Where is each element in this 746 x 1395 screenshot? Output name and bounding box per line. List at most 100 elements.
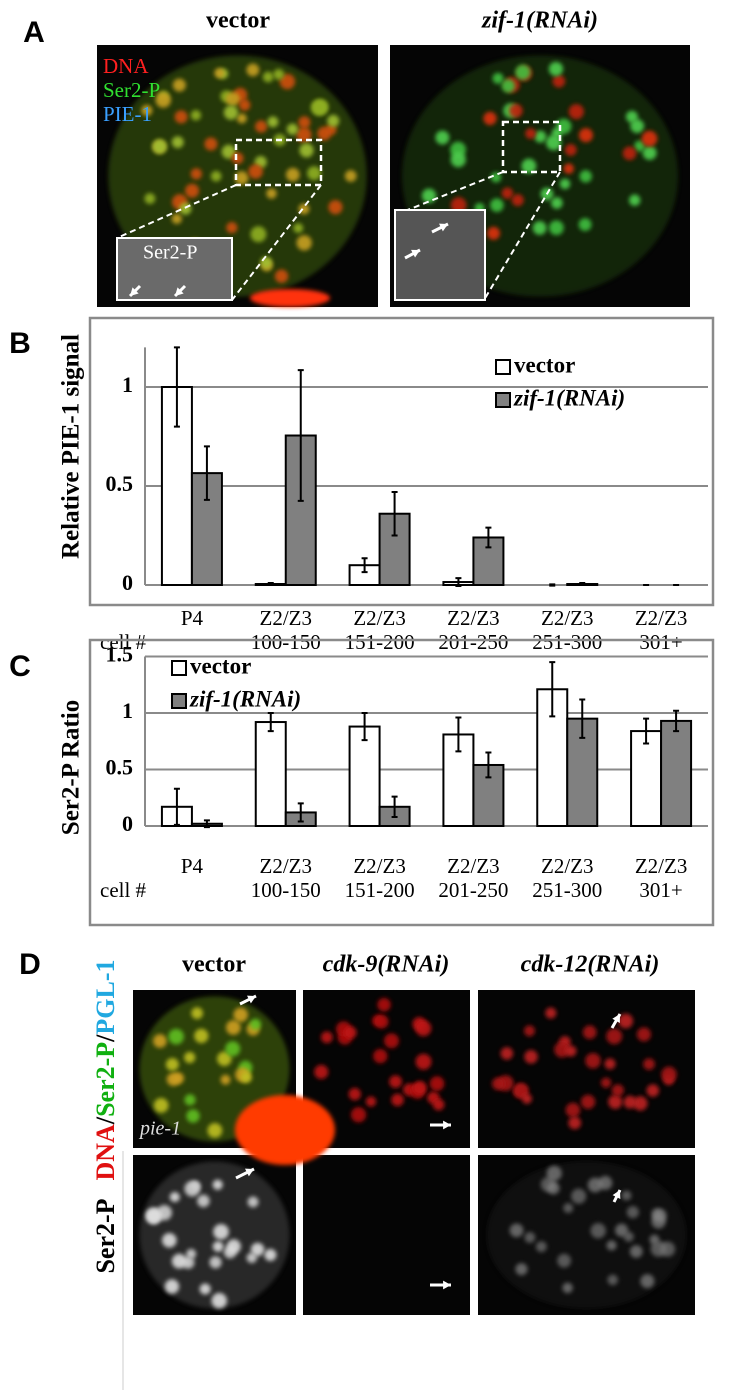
nucleus <box>225 1020 241 1035</box>
error-bar <box>485 751 492 779</box>
nucleus <box>450 152 466 168</box>
nucleus <box>285 167 300 182</box>
nucleus <box>525 128 536 139</box>
zoom-line <box>231 184 322 301</box>
nucleus <box>171 1253 187 1269</box>
nucleus <box>421 188 437 203</box>
nucleus <box>535 1241 547 1253</box>
nucleus <box>618 1013 634 1029</box>
x-tick-label: Z2/Z3 <box>447 854 500 878</box>
nucleus <box>554 1041 570 1058</box>
nucleus <box>391 1093 404 1107</box>
nucleus <box>432 1098 445 1111</box>
panel-label: C <box>9 650 31 683</box>
error-bar <box>173 787 180 826</box>
nucleus <box>509 1223 524 1238</box>
nucleus <box>164 1279 180 1294</box>
nucleus <box>590 1222 606 1239</box>
error-bar <box>297 802 304 823</box>
error-bar <box>485 526 492 549</box>
nucleus <box>165 1057 179 1071</box>
nucleus <box>492 72 504 84</box>
nucleus <box>220 1074 231 1085</box>
embryo <box>486 1161 687 1309</box>
nucleus <box>501 187 514 199</box>
channel-label: Ser2-P <box>103 78 160 102</box>
error-bar <box>579 698 586 739</box>
error-bar <box>361 557 368 574</box>
bar <box>630 730 663 828</box>
nucleus <box>578 218 592 232</box>
x-tick-label: 251-300 <box>532 630 602 654</box>
nucleus <box>611 1084 624 1097</box>
error-bar <box>455 716 462 753</box>
nucleus <box>179 202 192 215</box>
nucleus <box>621 1190 632 1201</box>
nucleus <box>563 1203 574 1214</box>
y-tick-label: 1 <box>122 698 133 723</box>
x-tick-label: Z2/Z3 <box>541 606 594 630</box>
nucleus <box>162 1233 177 1248</box>
error-bar <box>643 717 650 745</box>
nucleus <box>190 168 202 180</box>
arrow-head <box>443 1120 451 1130</box>
nucleus <box>384 1033 399 1049</box>
x-tick-label: 251-300 <box>532 878 602 902</box>
nucleus <box>548 220 564 236</box>
nucleus <box>350 1107 367 1123</box>
nucleus <box>144 193 156 204</box>
nucleus <box>246 63 260 77</box>
nucleus <box>501 79 516 93</box>
nucleus <box>557 1253 572 1268</box>
nucleus <box>532 221 547 235</box>
nucleus <box>415 1053 432 1070</box>
y-tick-label: 0 <box>122 811 133 836</box>
nucleus <box>571 1188 587 1204</box>
y-tick-label: 1.5 <box>106 642 134 667</box>
y-tick-label: 0.5 <box>106 471 134 496</box>
nucleus <box>171 213 182 225</box>
error-bar <box>361 712 368 742</box>
x-tick-label: 301+ <box>639 878 682 902</box>
error-bar <box>297 369 304 502</box>
legend-swatch <box>171 660 187 676</box>
nucleus <box>630 119 645 134</box>
nucleus <box>562 1282 573 1294</box>
nucleus <box>231 152 244 165</box>
nucleus <box>225 92 240 107</box>
nucleus <box>286 123 299 135</box>
nucleus <box>274 269 289 283</box>
nucleus <box>585 1053 601 1069</box>
nucleus <box>171 136 184 149</box>
nucleus <box>273 68 285 80</box>
nucleus <box>153 1034 167 1048</box>
nucleus <box>169 1191 180 1203</box>
roi <box>501 120 562 174</box>
nucleus <box>212 1179 223 1190</box>
nucleus <box>184 1180 201 1197</box>
x-tick-label: Z2/Z3 <box>353 854 406 878</box>
nucleus <box>221 144 236 159</box>
nucleus <box>262 71 274 83</box>
row-label-part: Ser2-P <box>91 1042 120 1117</box>
legend-swatch <box>171 693 187 709</box>
arrow-head <box>175 287 184 296</box>
nucleus <box>266 188 277 199</box>
x-tick-label: P4 <box>181 606 204 630</box>
nucleus <box>515 64 531 80</box>
nucleus <box>217 1051 232 1067</box>
nucleus <box>547 1181 560 1195</box>
x-axis-label: cell # <box>100 630 147 654</box>
nucleus <box>250 1242 265 1257</box>
nucleus <box>483 111 497 126</box>
x-tick-label: 201-250 <box>438 878 508 902</box>
micrograph <box>303 1155 470 1315</box>
heading: cdk-9(RNAi) <box>323 952 450 978</box>
nucleus <box>524 1050 538 1064</box>
nucleus <box>213 1223 229 1240</box>
legend-label: zif-1(RNAi) <box>513 385 625 410</box>
nucleus <box>328 200 343 215</box>
nucleus <box>490 198 504 212</box>
nucleus <box>207 1123 223 1138</box>
nucleus <box>607 1274 619 1286</box>
